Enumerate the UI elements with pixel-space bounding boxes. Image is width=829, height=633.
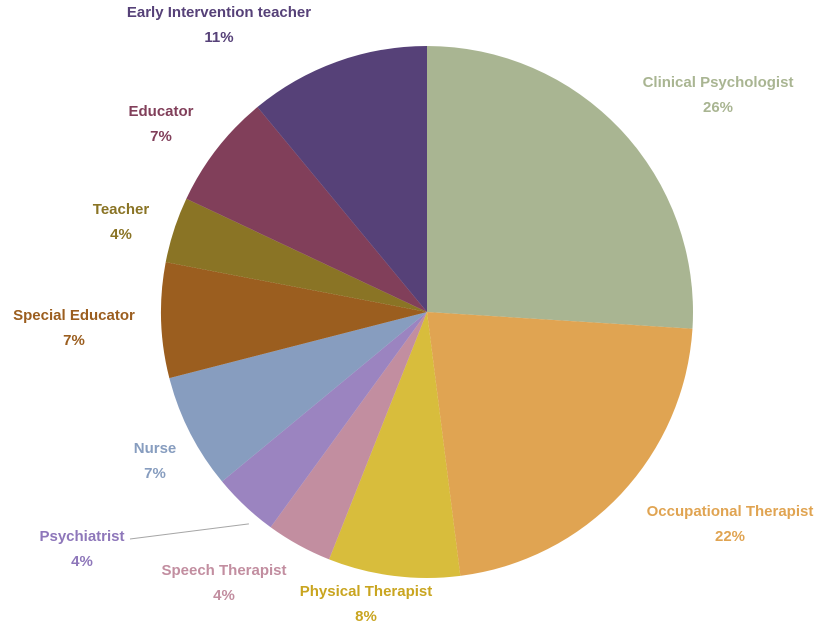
slice-value-psychiatrist: 4% (71, 553, 93, 570)
slice-label-occupational-therapist: Occupational Therapist (647, 503, 814, 520)
slice-label-physical-therapist: Physical Therapist (300, 583, 433, 600)
slice-value-special-educator: 7% (63, 332, 85, 349)
slice-label-early-intervention-teacher: Early Intervention teacher (127, 4, 311, 21)
pie-slice-teacher (165, 198, 427, 312)
pie-slice-psychiatrist (222, 312, 427, 528)
slice-value-early-intervention-teacher: 11% (204, 29, 233, 46)
slice-label-nurse: Nurse (134, 440, 177, 457)
pie-slice-nurse (169, 312, 428, 482)
slice-label-educator: Educator (128, 103, 193, 120)
slice-label-psychiatrist: Psychiatrist (39, 528, 124, 545)
pie-slice-speech-therapist (270, 312, 427, 560)
pie-slice-early-intervention-teacher (257, 46, 427, 312)
slice-value-nurse: 7% (144, 465, 166, 482)
pie-slice-special-educator (161, 262, 427, 379)
pie-slice-educator (186, 107, 427, 312)
pie-slice-physical-therapist (329, 312, 461, 578)
slice-label-clinical-psychologist: Clinical Psychologist (643, 74, 794, 91)
pie-slice-occupational-therapist (427, 312, 693, 576)
leader-line-psychiatrist (129, 523, 249, 540)
slice-value-clinical-psychologist: 26% (703, 99, 733, 116)
slice-value-educator: 7% (150, 128, 172, 145)
slice-value-teacher: 4% (110, 226, 132, 243)
slice-value-occupational-therapist: 22% (715, 528, 745, 545)
slice-value-physical-therapist: 8% (355, 608, 377, 625)
slice-label-speech-therapist: Speech Therapist (161, 562, 286, 579)
pie-slice-clinical-psychologist (427, 46, 694, 329)
slice-value-speech-therapist: 4% (213, 587, 235, 604)
slice-label-teacher: Teacher (93, 201, 150, 218)
slice-label-special-educator: Special Educator (13, 307, 135, 324)
